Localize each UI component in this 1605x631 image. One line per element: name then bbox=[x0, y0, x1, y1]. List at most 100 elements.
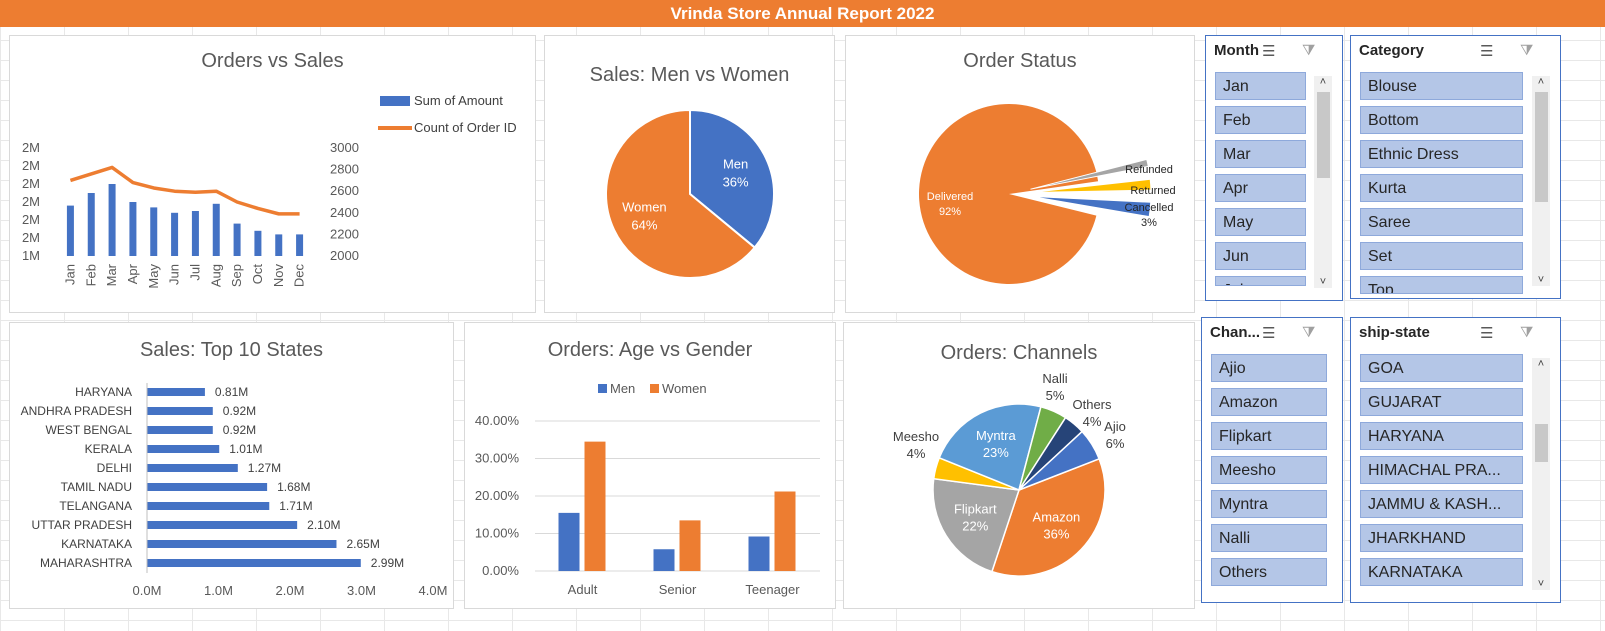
slicer-item[interactable]: Feb bbox=[1215, 106, 1306, 134]
slicer-item[interactable]: Mar bbox=[1215, 140, 1306, 168]
states-bar-plot: HARYANA 0.81M ANDHRA PRADESH 0.92M WEST BENG… bbox=[21, 383, 447, 598]
channels-chart[interactable]: Orders: Channels Amazon 36% Flipkart 22% Mee… bbox=[843, 322, 1195, 609]
slice-label-percent: 22% bbox=[962, 518, 988, 533]
slicer-item[interactable]: Apr bbox=[1215, 174, 1306, 202]
clear-filter-icon[interactable]: ⧩ bbox=[1520, 42, 1534, 59]
state-value-label: 1.68M bbox=[277, 480, 310, 494]
slice-label-percent: 3% bbox=[1141, 217, 1157, 229]
clear-filter-icon[interactable]: ⧩ bbox=[1520, 324, 1534, 341]
slicer-item[interactable]: Jun bbox=[1215, 242, 1306, 270]
right-axis-tick: 3000 bbox=[330, 140, 359, 155]
chart-title: Orders: Channels bbox=[940, 342, 1098, 364]
slice-label-category: Delivered bbox=[927, 191, 973, 203]
amount-bar bbox=[87, 193, 95, 256]
slicer-item[interactable]: JHARKHAND bbox=[1360, 524, 1523, 552]
state-bar bbox=[147, 521, 298, 529]
slicer-item[interactable]: KARNATAKA bbox=[1360, 558, 1523, 586]
y-axis-tick: 10.00% bbox=[475, 526, 520, 541]
state-value-label: 2.99M bbox=[371, 556, 404, 570]
scroll-up-icon[interactable]: ˄ bbox=[1537, 358, 1545, 370]
slice-label-percent: 64% bbox=[631, 217, 657, 232]
left-axis-tick: 1M bbox=[22, 248, 40, 263]
scroll-down-icon[interactable]: ˅ bbox=[1319, 276, 1327, 288]
clear-filter-icon[interactable]: ⧩ bbox=[1302, 42, 1316, 59]
scroll-thumb[interactable] bbox=[1535, 424, 1548, 462]
x-axis-tick: Adult bbox=[568, 582, 598, 597]
slice-label-category: Amazon bbox=[1033, 510, 1081, 525]
state-value-label: 1.27M bbox=[248, 461, 281, 475]
slicer-item[interactable]: Ajio bbox=[1211, 354, 1327, 382]
multi-select-icon[interactable]: ☰ bbox=[1262, 43, 1276, 60]
slicer-item[interactable]: Set bbox=[1360, 242, 1523, 270]
state-slicer[interactable]: ship-state ☰ ⧩ GOA GUJARAT HARYANA HIMACHAL PR… bbox=[1350, 317, 1561, 603]
slicer-item[interactable]: May bbox=[1215, 208, 1306, 236]
slicer-item[interactable]: Myntra bbox=[1211, 490, 1327, 518]
slicer-item[interactable]: Blouse bbox=[1360, 72, 1523, 100]
slicer-item[interactable]: HIMACHAL PRA... bbox=[1360, 456, 1523, 484]
left-axis-tick: 2M bbox=[22, 140, 40, 155]
order-status-chart[interactable]: Order Status Delivered 92% Refunded Returne… bbox=[845, 35, 1195, 313]
multi-select-icon[interactable]: ☰ bbox=[1262, 325, 1276, 342]
channel-slice-amazon bbox=[990, 457, 1106, 577]
legend-swatch-men bbox=[598, 384, 607, 393]
scroll-down-icon[interactable]: ˅ bbox=[1537, 578, 1545, 590]
slicer-item[interactable]: JAMMU & KASH... bbox=[1360, 490, 1523, 518]
scroll-thumb[interactable] bbox=[1317, 92, 1330, 178]
slicer-scrollbar[interactable]: ˄ ˅ bbox=[1532, 76, 1550, 286]
age-gender-plot: Men Women 0.00% 10.00% 20.00% 30.00% 40.00% Adu… bbox=[475, 381, 820, 597]
y-axis-tick: 40.00% bbox=[475, 413, 520, 428]
amount-bar bbox=[233, 223, 241, 256]
left-axis-tick: 2M bbox=[22, 212, 40, 227]
sales-men-women-chart[interactable]: Sales: Men vs Women Men 36% Women 64% bbox=[544, 35, 835, 313]
slice-label-percent: 36% bbox=[1043, 527, 1069, 542]
slicer-item[interactable]: Nalli bbox=[1211, 524, 1327, 552]
slicer-title: Category bbox=[1359, 42, 1425, 59]
scroll-up-icon[interactable]: ˄ bbox=[1537, 76, 1545, 88]
category-slicer[interactable]: Category ☰ ⧩ Blouse Bottom Ethnic Dress Kurta S… bbox=[1350, 35, 1561, 299]
state-value-label: 2.65M bbox=[346, 537, 379, 551]
slice-label-category: Nalli bbox=[1042, 371, 1067, 386]
left-axis-tick: 2M bbox=[22, 230, 40, 245]
multi-select-icon[interactable]: ☰ bbox=[1480, 325, 1494, 342]
multi-select-icon[interactable]: ☰ bbox=[1480, 43, 1494, 60]
orders-vs-sales-chart[interactable]: Orders vs Sales Sum of Amount Count of Or… bbox=[9, 35, 536, 313]
slicer-item[interactable]: Kurta bbox=[1360, 174, 1523, 202]
channel-slicer[interactable]: Chan... ☰ ⧩ Ajio Amazon Flipkart Meesho Myntra N… bbox=[1201, 317, 1343, 603]
slicer-item[interactable]: Jan bbox=[1215, 72, 1306, 100]
slicer-scrollbar[interactable]: ˄ ˅ bbox=[1314, 76, 1332, 288]
slicer-item[interactable]: GUJARAT bbox=[1360, 388, 1523, 416]
slicer-item[interactable]: Flipkart bbox=[1211, 422, 1327, 450]
state-value-label: 0.92M bbox=[223, 404, 256, 418]
x-axis-tick: 1.0M bbox=[204, 583, 233, 598]
chart-title: Sales: Men vs Women bbox=[589, 64, 790, 86]
scroll-down-icon[interactable]: ˅ bbox=[1537, 274, 1545, 286]
slicer-item[interactable]: HARYANA bbox=[1360, 422, 1523, 450]
top-states-chart[interactable]: Sales: Top 10 States HARYANA 0.81M ANDHRA … bbox=[9, 322, 454, 609]
state-label: TAMIL NADU bbox=[61, 480, 132, 494]
scroll-up-icon[interactable]: ˄ bbox=[1319, 76, 1327, 88]
x-axis-tick: Dec bbox=[292, 264, 307, 288]
amount-bar bbox=[191, 211, 199, 256]
slicer-item[interactable]: Others bbox=[1211, 558, 1327, 586]
slicer-item[interactable]: Jul bbox=[1215, 276, 1306, 286]
clear-filter-icon[interactable]: ⧩ bbox=[1302, 324, 1316, 341]
x-axis-tick: 3.0M bbox=[347, 583, 376, 598]
slicer-item[interactable]: Amazon bbox=[1211, 388, 1327, 416]
age-gender-chart[interactable]: Orders: Age vs Gender Men Women 0.00% 10.00… bbox=[464, 322, 836, 609]
gender-pie: Men 36% Women 64% bbox=[605, 108, 775, 279]
slice-label-percent: 23% bbox=[983, 445, 1009, 460]
slicer-scrollbar[interactable]: ˄ ˅ bbox=[1532, 358, 1550, 590]
amount-bar bbox=[296, 234, 304, 256]
age-bar-men bbox=[558, 512, 580, 571]
slicer-item[interactable]: Top bbox=[1360, 276, 1523, 294]
slice-label-category: Returned bbox=[1130, 185, 1175, 197]
slicer-item[interactable]: Bottom bbox=[1360, 106, 1523, 134]
slicer-item[interactable]: GOA bbox=[1360, 354, 1523, 382]
slicer-item[interactable]: Meesho bbox=[1211, 456, 1327, 484]
amount-bar bbox=[150, 207, 158, 256]
slicer-item[interactable]: Saree bbox=[1360, 208, 1523, 236]
scroll-thumb[interactable] bbox=[1535, 92, 1548, 202]
slicer-item[interactable]: Ethnic Dress bbox=[1360, 140, 1523, 168]
x-axis-tick: Jul bbox=[187, 264, 202, 281]
